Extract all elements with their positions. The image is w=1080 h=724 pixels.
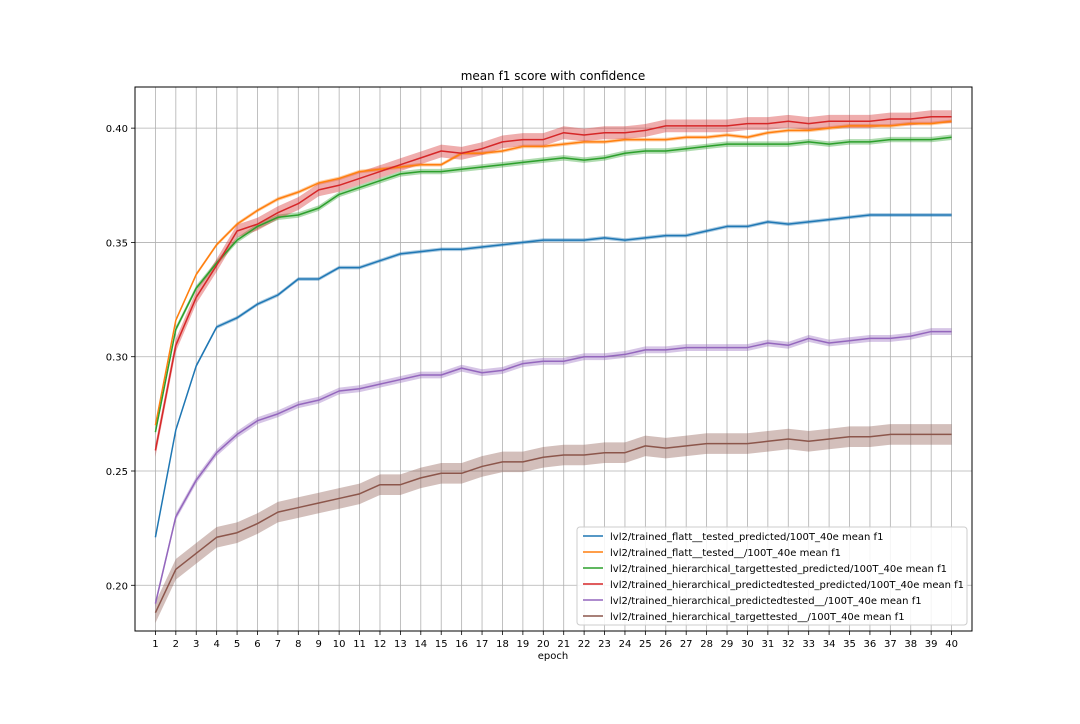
legend-box xyxy=(576,526,968,626)
x-tick-label: 10 xyxy=(333,639,346,650)
x-tick-label: 32 xyxy=(782,639,795,650)
x-tick-label: 37 xyxy=(884,639,897,650)
legend-label: lvl2/trained_hierarchical_predictedteste… xyxy=(610,580,964,591)
x-tick-label: 8 xyxy=(295,639,301,650)
x-tick-label: 12 xyxy=(374,639,387,650)
x-tick-label: 13 xyxy=(394,639,407,650)
x-tick-label: 40 xyxy=(945,639,958,650)
series-lines xyxy=(154,115,952,614)
x-tick-label: 34 xyxy=(823,639,836,650)
x-tick-label: 28 xyxy=(700,639,713,650)
x-axis-label: epoch xyxy=(538,651,568,662)
x-tick-label: 23 xyxy=(598,639,611,650)
x-tick-label: 1 xyxy=(152,639,158,650)
series-line-1 xyxy=(154,214,952,538)
plot-frame xyxy=(134,86,973,632)
legend: lvl2/trained_flatt__tested_predicted/100… xyxy=(576,526,968,626)
x-tick-label: 35 xyxy=(843,639,856,650)
x-tick-label: 19 xyxy=(517,639,530,650)
series-line-2 xyxy=(154,120,952,426)
y-tick-label: 0.35 xyxy=(106,238,128,249)
x-axis-ticks: 1 2 3 4 5 6 7 8 9 10 11 12 13 14 15 16 17 18 19 20 21 22 23 24 2… xyxy=(152,631,958,650)
series-line-5 xyxy=(154,330,952,604)
x-tick-label: 4 xyxy=(213,639,219,650)
x-tick-label: 20 xyxy=(537,639,550,650)
legend-items: lvl2/trained_flatt__tested_predicted/100… xyxy=(583,532,964,623)
legend-label: lvl2/trained_flatt__tested__/100T_40e me… xyxy=(610,548,841,559)
x-tick-label: 36 xyxy=(864,639,877,650)
y-tick-label: 0.40 xyxy=(106,124,128,135)
x-tick-label: 27 xyxy=(680,639,693,650)
x-tick-label: 38 xyxy=(904,639,917,650)
x-tick-label: 9 xyxy=(316,639,322,650)
series-line-3 xyxy=(154,136,952,433)
y-axis-ticks: 0.20 0.25 0.30 0.35 0.40 xyxy=(106,124,135,592)
y-tick-label: 0.30 xyxy=(106,353,128,364)
x-tick-label: 15 xyxy=(435,639,448,650)
x-tick-label: 2 xyxy=(173,639,179,650)
x-tick-label: 18 xyxy=(496,639,509,650)
series-line-4 xyxy=(154,115,952,451)
x-tick-label: 21 xyxy=(557,639,570,650)
chart-title: mean f1 score with confidence xyxy=(461,69,646,83)
legend-label: lvl2/trained_hierarchical_targettested_p… xyxy=(610,564,947,575)
x-tick-label: 39 xyxy=(925,639,938,650)
x-tick-label: 24 xyxy=(619,639,632,650)
x-tick-label: 26 xyxy=(659,639,672,650)
legend-label: lvl2/trained_hierarchical_targettested__… xyxy=(610,612,905,623)
series-line-6 xyxy=(154,433,952,614)
x-tick-label: 30 xyxy=(741,639,754,650)
x-tick-label: 6 xyxy=(254,639,260,650)
x-tick-label: 5 xyxy=(234,639,240,650)
legend-label: lvl2/trained_flatt__tested_predicted/100… xyxy=(610,532,883,543)
x-tick-label: 3 xyxy=(193,639,199,650)
confidence-bands xyxy=(155,110,952,623)
y-tick-label: 0.25 xyxy=(106,467,128,478)
x-tick-label: 16 xyxy=(455,639,468,650)
x-tick-label: 11 xyxy=(353,639,366,650)
x-tick-label: 22 xyxy=(578,639,591,650)
confidence-band-6 xyxy=(155,424,952,623)
x-tick-label: 31 xyxy=(761,639,774,650)
x-tick-label: 33 xyxy=(802,639,815,650)
x-tick-label: 29 xyxy=(721,639,734,650)
legend-label: lvl2/trained_hierarchical_predictedteste… xyxy=(610,596,922,607)
x-tick-label: 7 xyxy=(275,639,281,650)
x-tick-label: 17 xyxy=(476,639,489,650)
x-tick-label: 14 xyxy=(414,639,427,650)
y-tick-label: 0.20 xyxy=(106,581,128,592)
x-tick-label: 25 xyxy=(639,639,652,650)
